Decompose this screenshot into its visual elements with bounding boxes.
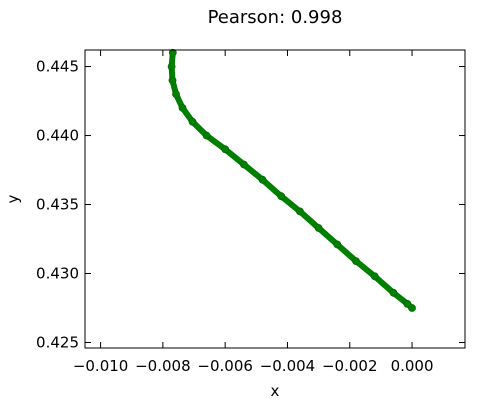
data-point [295,207,304,216]
data-point [333,240,342,249]
axis-ticks: −0.010 −0.008 −0.006 −0.004 −0.002 0.000 0.425… [36,50,465,375]
series-trace [168,49,415,311]
data-point [221,145,230,154]
plot-area-frame [84,49,466,349]
data-point [168,76,177,85]
x-tick-label: −0.010 [73,357,129,375]
y-tick-label: 0.445 [36,58,79,76]
data-point [408,304,416,312]
y-tick-label: 0.430 [36,265,79,283]
x-tick-label: −0.006 [197,357,253,375]
data-point [389,288,398,297]
y-tick-label: 0.425 [36,333,79,351]
x-tick-label: −0.008 [135,357,191,375]
data-point [352,257,360,265]
data-point [239,160,248,169]
data-point [167,62,176,71]
data-point [314,224,323,232]
x-tick-label: 0.000 [391,357,434,375]
data-point [202,131,211,140]
data-points [167,48,416,312]
chart-title: Pearson: 0.998 [208,7,343,28]
data-point [370,272,379,281]
x-tick-label: −0.004 [260,357,316,375]
x-tick-label: −0.002 [322,357,378,375]
data-point [258,175,267,184]
x-axis-label: x [271,382,280,400]
y-tick-label: 0.435 [36,196,79,214]
data-point [178,104,187,112]
y-axis-label: y [4,194,22,203]
y-tick-label: 0.440 [36,127,79,145]
data-point [168,48,177,57]
data-point [172,90,180,98]
data-point [277,192,286,201]
data-point [188,117,197,126]
